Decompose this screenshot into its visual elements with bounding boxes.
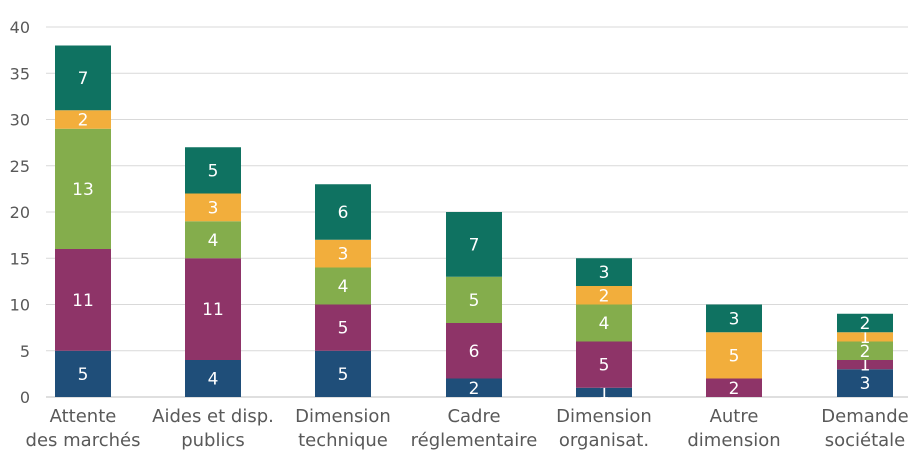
x-tick-label: Aides et disp. publics: [152, 406, 274, 451]
bar-segment: [576, 304, 632, 342]
bar-segment: [706, 378, 762, 397]
bar-segment: [576, 387, 632, 397]
bar-segment: [315, 267, 371, 305]
data-label: 7: [469, 235, 480, 255]
data-label: 5: [208, 161, 219, 181]
data-label: 3: [208, 198, 219, 218]
bar-segment: [576, 286, 632, 305]
data-label: 2: [78, 111, 89, 131]
bar-segment: [55, 350, 111, 397]
y-tick-label: 25: [10, 157, 30, 176]
bar-segment: [837, 360, 893, 370]
bar-segment: [55, 128, 111, 249]
data-label: 1: [599, 383, 610, 403]
bar-segment: [185, 193, 241, 222]
bar-segment: [576, 258, 632, 286]
y-tick-label: 0: [20, 388, 30, 407]
bar-segment: [446, 276, 502, 323]
data-label: 5: [338, 319, 349, 339]
data-label: 3: [338, 245, 349, 265]
bar-segment: [706, 332, 762, 379]
y-tick-label: 5: [20, 342, 30, 361]
data-label: 11: [72, 291, 94, 311]
data-label: 2: [860, 314, 871, 334]
bar-segment: [837, 341, 893, 360]
data-label: 3: [599, 263, 610, 283]
bar-segment: [55, 45, 111, 111]
y-tick-label: 20: [10, 203, 30, 222]
data-label: 5: [469, 291, 480, 311]
data-label: 2: [729, 379, 740, 399]
bar-segment: [315, 350, 371, 397]
bar-segment: [315, 304, 371, 351]
bar-segment: [315, 239, 371, 268]
x-tick-label: Cadre réglementaire: [411, 406, 538, 451]
y-axis-ticks: 0 5 10 15 20 25 30 35 40: [10, 18, 30, 407]
bar-segment: [315, 184, 371, 240]
data-label: 5: [599, 356, 610, 376]
x-tick-label: Attente des marchés: [26, 406, 141, 451]
bar-segment: [446, 323, 502, 379]
bar-segment: [576, 341, 632, 388]
data-label: 5: [729, 346, 740, 366]
data-label: 2: [469, 379, 480, 399]
bar-segment: [55, 110, 111, 129]
bar-segment: [837, 332, 893, 342]
bar-segment: [185, 360, 241, 397]
bar-segment: [837, 313, 893, 333]
y-tick-label: 10: [10, 296, 30, 315]
bar-segment: [55, 249, 111, 351]
y-tick-label: 15: [10, 249, 30, 268]
data-label: 5: [78, 365, 89, 385]
data-label: 3: [729, 309, 740, 329]
data-label: 11: [202, 300, 224, 320]
data-label: 6: [338, 203, 349, 223]
x-tick-label: Dimension organisat.: [556, 406, 652, 451]
y-tick-label: 40: [10, 18, 30, 37]
bar-segment: [837, 369, 893, 397]
bar-segment: [185, 258, 241, 360]
data-label: 4: [338, 277, 349, 297]
data-label: 1: [860, 356, 871, 376]
data-label: 13: [72, 180, 94, 200]
bar-segment: [446, 378, 502, 397]
data-label: 2: [599, 286, 610, 306]
x-tick-label: Dimension technique: [295, 406, 391, 451]
data-label: 3: [860, 374, 871, 394]
x-tick-label: Autre dimension: [687, 406, 780, 451]
data-label: 7: [78, 69, 89, 89]
y-tick-label: 35: [10, 64, 30, 83]
bar-segment: [185, 221, 241, 259]
data-label: 4: [208, 370, 219, 390]
bar-segment: [706, 304, 762, 333]
x-tick-label: Demande sociétale: [821, 406, 908, 451]
data-label: 6: [469, 342, 480, 362]
data-label: 4: [599, 314, 610, 334]
bar-segment: [446, 212, 502, 277]
y-tick-label: 30: [10, 111, 30, 130]
data-label: 2: [860, 342, 871, 362]
data-label: 1: [860, 328, 871, 348]
data-label: 4: [208, 231, 219, 251]
data-label: 5: [338, 365, 349, 385]
bar-segment: [185, 147, 241, 194]
